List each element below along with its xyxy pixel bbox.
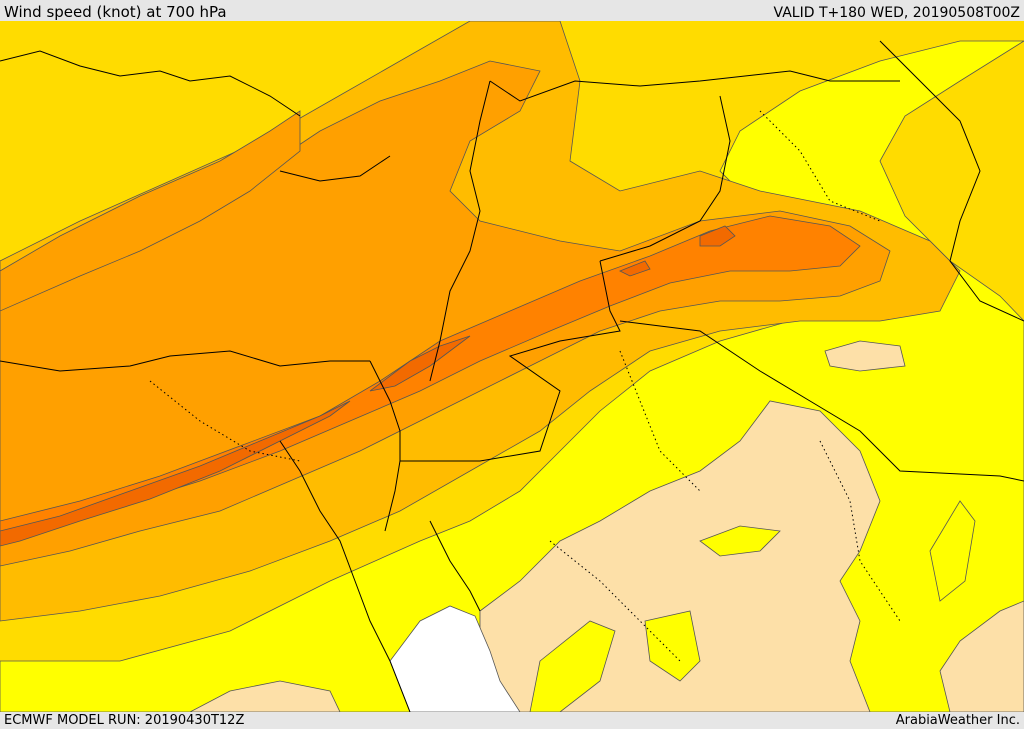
band-darkest-core-3 [699, 225, 736, 247]
country-borders [0, 40, 1024, 712]
band-lightest-east [824, 340, 906, 372]
sea-no-data-red-sea [389, 605, 521, 712]
band-darkest-core-2 [369, 335, 471, 392]
band-yellow-patch-4 [529, 620, 616, 712]
map-footer: ECMWF MODEL RUN: 20190430T12Z ArabiaWeat… [0, 712, 1024, 729]
band-lightest-southeast [939, 600, 1024, 712]
map-header: Wind speed (knot) at 700 hPa VALID T+180… [0, 0, 1024, 21]
map-title: Wind speed (knot) at 700 hPa [4, 3, 227, 21]
band-yellow-patch-1 [699, 525, 781, 557]
band-darkest-core-1 [0, 400, 351, 547]
valid-time-label: VALID T+180 WED, 20190508T00Z [773, 5, 1020, 21]
model-run-label: ECMWF MODEL RUN: 20190430T12Z [4, 713, 245, 728]
province-boundaries [149, 110, 901, 662]
band-lightest-sinai [189, 680, 341, 712]
band-orange-med-lobe [0, 110, 301, 312]
credit-label: ArabiaWeather Inc. [895, 713, 1020, 728]
band-yellow-patch-3 [644, 610, 701, 682]
band-darkest-core-4 [619, 260, 651, 277]
wind-speed-map [0, 21, 1024, 712]
band-yellow-patch-2 [929, 500, 976, 602]
